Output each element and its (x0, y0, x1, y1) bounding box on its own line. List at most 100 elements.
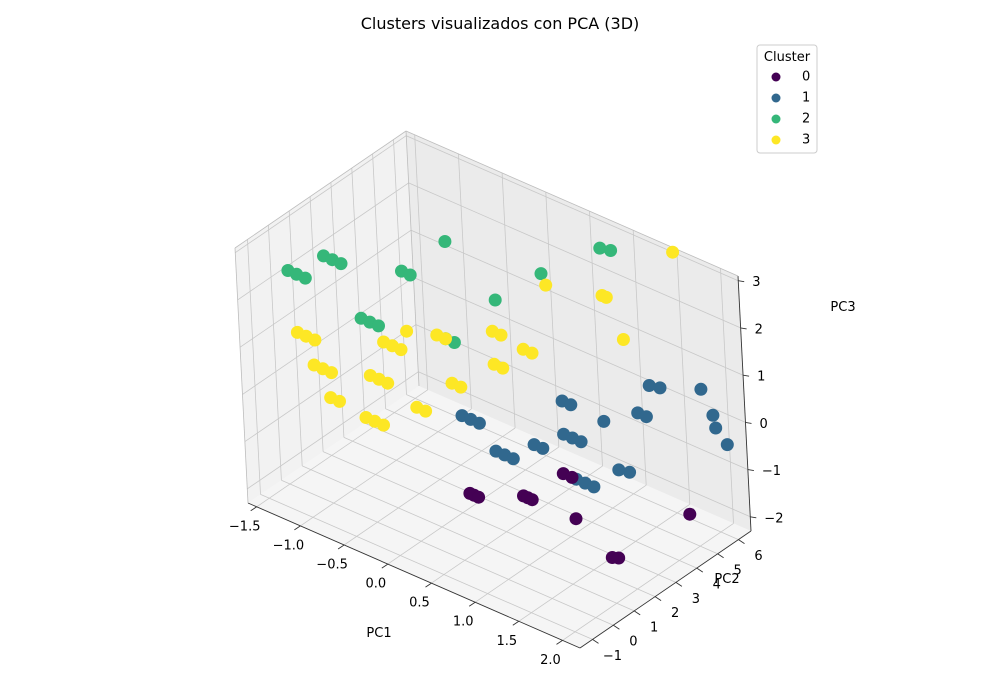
grid-line-y-left (330, 182, 345, 438)
grid-line-y-floor (385, 408, 718, 555)
y-tick (696, 567, 704, 573)
grid-line-z-back (415, 324, 749, 470)
grid-line-y-floor (322, 451, 656, 597)
x-tick (381, 563, 389, 569)
grid-line-x-back (414, 134, 429, 390)
grid-line-z-left (247, 371, 419, 490)
grid-line-z-left (237, 182, 409, 301)
grid-line-x-floor (474, 484, 647, 603)
grid-line-z-left (234, 135, 407, 254)
y-tick-label: 4 (713, 578, 721, 593)
point-cluster-3 (377, 418, 390, 432)
pane-edge (234, 247, 249, 504)
y-tick-label: 1 (650, 620, 658, 635)
z-axis-line (737, 275, 752, 532)
point-cluster-3 (333, 394, 346, 408)
point-cluster-3 (599, 290, 613, 304)
point-cluster-0 (569, 512, 583, 526)
point-cluster-0 (565, 470, 579, 484)
point-cluster-0 (525, 493, 539, 507)
x-tick-label: −1.5 (229, 519, 261, 534)
point-cluster-2 (488, 293, 502, 307)
point-cluster-1 (574, 435, 588, 449)
pane-edge (405, 130, 739, 277)
grid-line-y-left (372, 153, 386, 409)
x-tick-label: 1.0 (453, 615, 474, 630)
x-tick-label: −0.5 (316, 558, 348, 573)
y-axis-label: PC2 (714, 572, 739, 587)
grid-line-x-back (501, 172, 516, 429)
point-cluster-3 (539, 278, 553, 292)
grid-line-x-floor (431, 465, 603, 584)
point-cluster-2 (438, 235, 452, 248)
grid-line-x-floor (562, 523, 734, 641)
point-cluster-1 (694, 382, 708, 396)
point-cluster-3 (308, 333, 322, 347)
point-cluster-0 (605, 551, 619, 564)
point-cluster-1 (564, 398, 578, 412)
point-cluster-1 (587, 480, 601, 494)
grid-line-y-left (268, 225, 282, 481)
grid-line-z-back (406, 135, 739, 282)
grid-line-x-floor (256, 389, 428, 508)
grid-line-z-back (410, 229, 744, 376)
z-tick (750, 516, 757, 519)
point-cluster-1 (597, 414, 611, 428)
point-cluster-1 (506, 452, 520, 466)
z-tick-label: 1 (757, 370, 765, 385)
point-cluster-2 (534, 267, 548, 281)
legend-label-1: 1 (802, 91, 810, 106)
z-tick-label: −2 (764, 511, 783, 526)
grid-line-x-floor (300, 408, 472, 527)
point-cluster-1 (612, 463, 626, 477)
point-cluster-3 (381, 376, 395, 390)
point-cluster-3 (496, 361, 510, 375)
z-tick (738, 280, 745, 283)
point-cluster-1 (642, 379, 656, 392)
grid-line-z-back (408, 182, 741, 329)
grid-line-x-back (632, 230, 647, 486)
point-cluster-3 (439, 332, 452, 346)
point-cluster-2 (298, 271, 312, 285)
point-cluster-3 (400, 324, 414, 338)
grid-line-x-floor (343, 427, 516, 546)
y-tick (675, 582, 683, 587)
grid-line-y-left (309, 196, 324, 452)
z-axis-label: PC3 (830, 300, 855, 315)
point-cluster-3 (325, 366, 338, 380)
grid-line-x-floor (387, 446, 560, 565)
point-cluster-3 (525, 346, 539, 360)
x-tick-label: 0.0 (365, 577, 386, 592)
point-cluster-1 (709, 421, 723, 435)
pane-edge (234, 130, 407, 249)
y-tick-label: 5 (733, 563, 741, 578)
y-tick-label: 2 (671, 606, 679, 621)
legend-marker-3 (771, 135, 781, 145)
grid-line-z-left (242, 277, 414, 395)
pane-edge (405, 130, 420, 387)
point-cluster-3 (394, 343, 408, 357)
z-tick-label: −1 (762, 464, 781, 479)
x-tick (425, 582, 432, 588)
grid-line-x-floor (518, 503, 691, 622)
legend-box (756, 44, 818, 154)
x-tick-label: 0.5 (409, 596, 430, 611)
x-tick-label: 1.5 (496, 634, 517, 649)
axes-panes (235, 131, 751, 648)
point-cluster-3 (454, 380, 468, 394)
point-cluster-1 (623, 465, 637, 479)
y-tick (717, 553, 724, 559)
x-tick (512, 620, 520, 626)
x-tick (468, 601, 476, 607)
y-tick (613, 624, 620, 630)
z-tick-label: 3 (752, 275, 760, 290)
scatter-points (281, 235, 734, 565)
y-tick (592, 639, 599, 644)
grid-line-z-left (239, 229, 412, 348)
legend-label-2: 2 (802, 112, 810, 127)
x-tick (294, 525, 301, 531)
point-cluster-3 (419, 404, 433, 418)
x-tick (556, 640, 563, 645)
grid-line-x-back (458, 153, 472, 409)
